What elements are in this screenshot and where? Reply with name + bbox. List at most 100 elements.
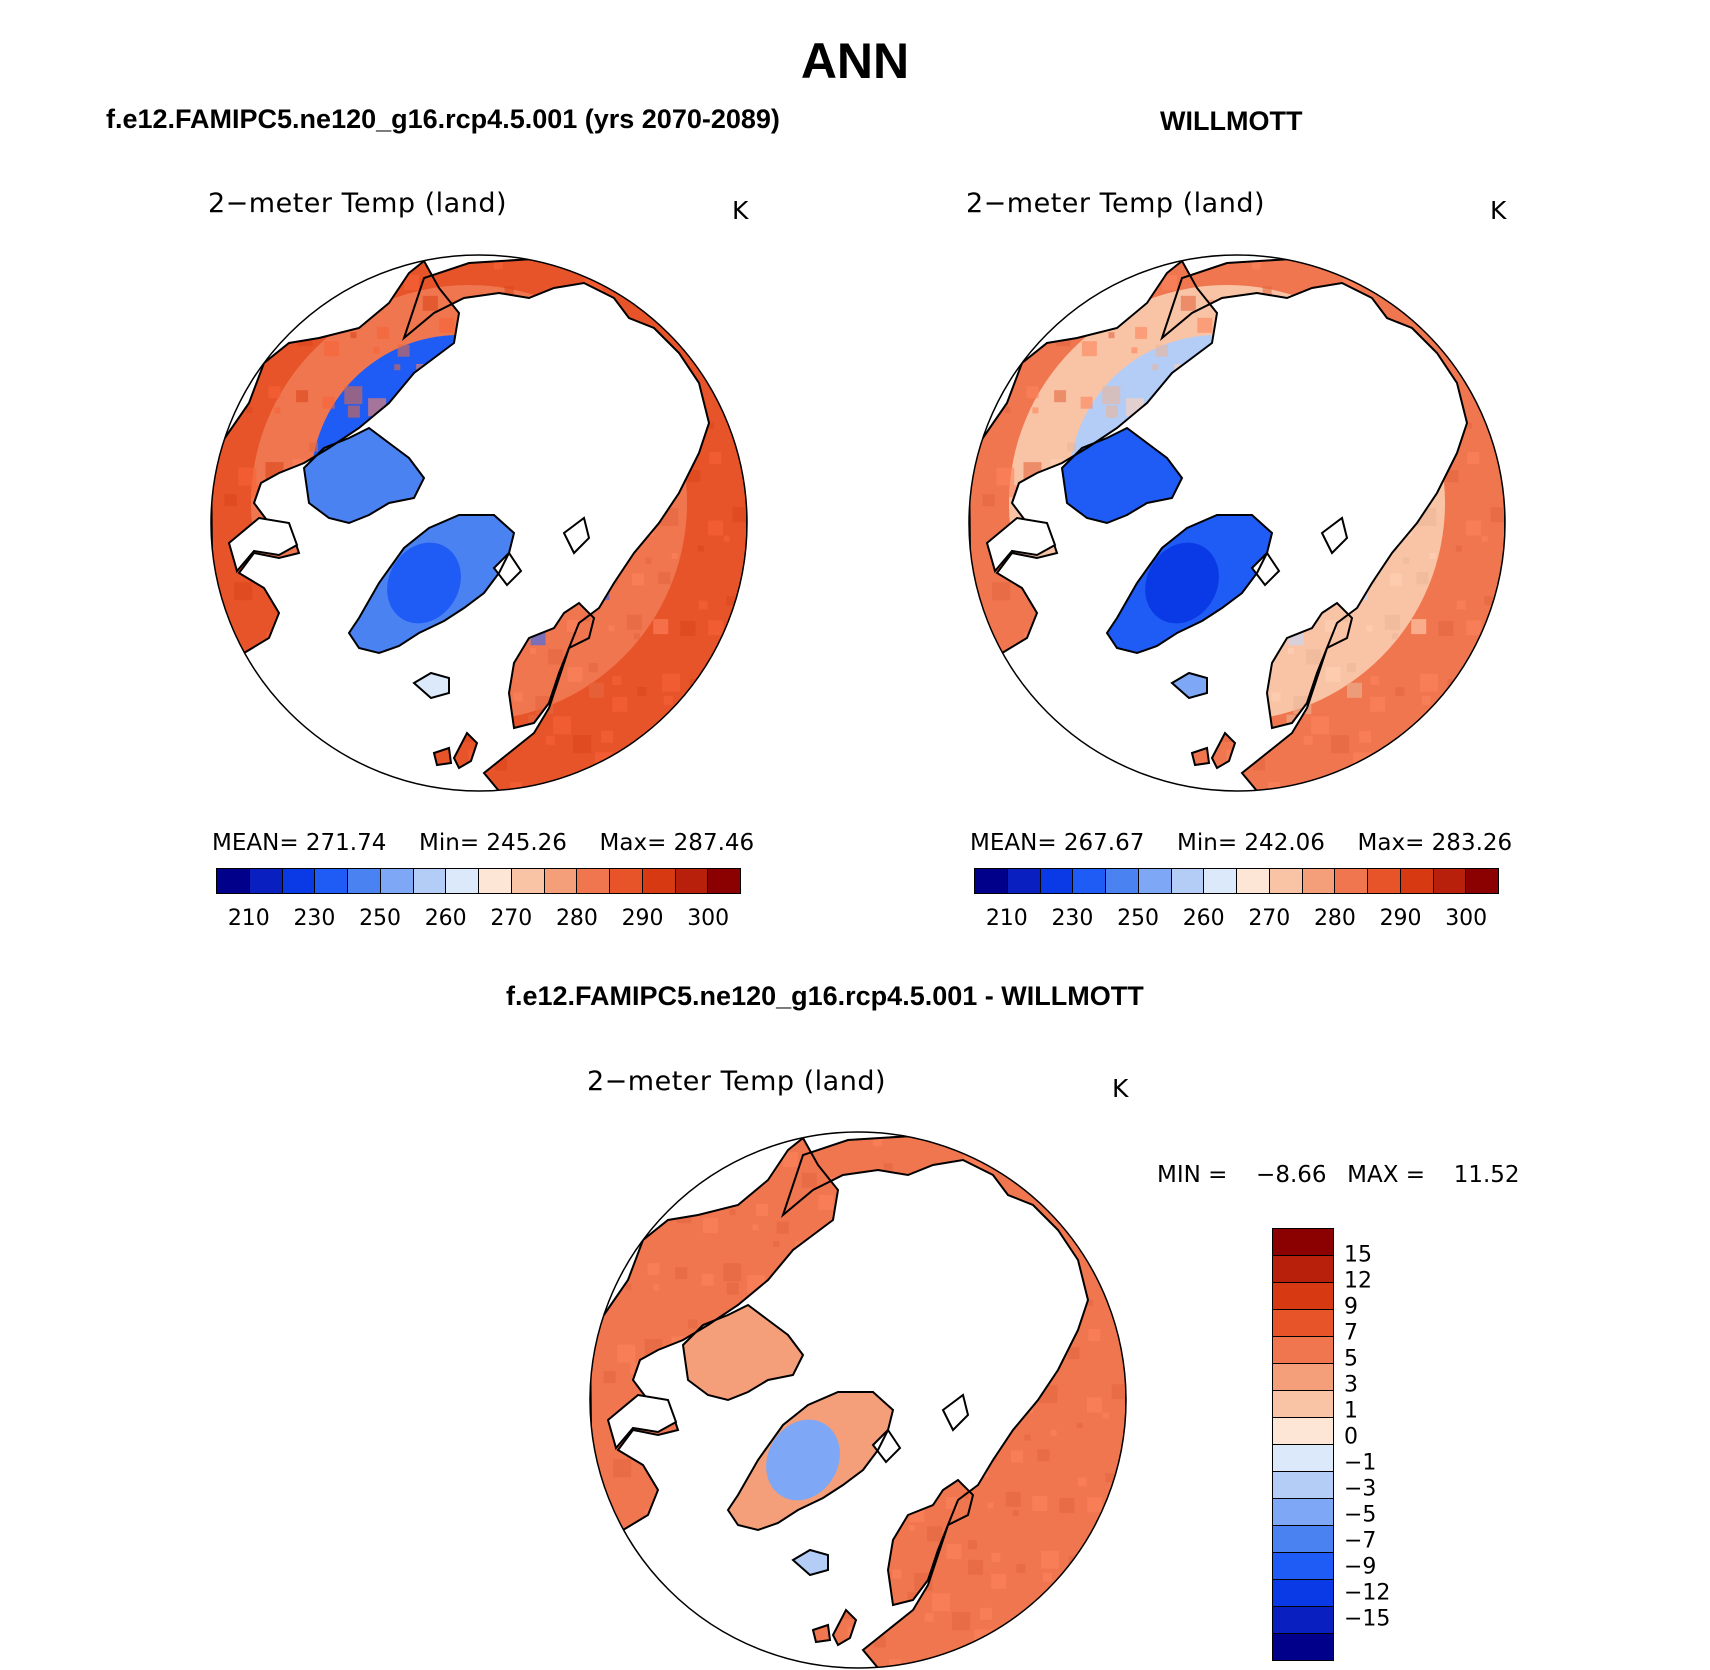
land-texture-cell bbox=[1087, 1397, 1102, 1413]
land-texture-cell bbox=[322, 396, 335, 409]
colorbar-swatch bbox=[642, 869, 676, 893]
land-texture-cell bbox=[1042, 1572, 1052, 1582]
land-texture-cell bbox=[504, 286, 514, 296]
colorbar-tick-label: 300 bbox=[687, 906, 730, 931]
land-texture-cell bbox=[553, 716, 572, 735]
colorbar-tick-label: 0 bbox=[1344, 1424, 1358, 1450]
colorbar-tick-label: 3 bbox=[1344, 1372, 1358, 1398]
map-boundary bbox=[589, 1131, 1127, 1669]
land-texture-cell bbox=[1271, 692, 1281, 702]
land-texture-cell bbox=[963, 1492, 970, 1499]
colorbar-swatch bbox=[1273, 1634, 1333, 1660]
land-texture-cell bbox=[1391, 633, 1398, 640]
model-colorbar bbox=[216, 868, 741, 894]
diff-panel-label: 2−meter Temp (land) bbox=[587, 1066, 886, 1097]
coastline-britain bbox=[831, 1608, 858, 1647]
land-texture-cell bbox=[1040, 1550, 1059, 1569]
colorbar-tick-label: 300 bbox=[1445, 906, 1488, 931]
land-texture-cell bbox=[296, 390, 309, 403]
colorbar-swatch bbox=[1106, 869, 1139, 893]
obs-title: WILLMOTT bbox=[1160, 106, 1303, 136]
diff-colorbar bbox=[1272, 1228, 1334, 1661]
coastline-iceland bbox=[1170, 671, 1208, 700]
coastline-svalbard bbox=[1250, 551, 1281, 587]
land-texture-cell bbox=[987, 1502, 994, 1509]
land-texture-cell bbox=[663, 695, 673, 705]
land-texture-cell bbox=[1077, 1477, 1087, 1487]
land-texture-cell bbox=[601, 730, 614, 743]
diff-max-label: MAX = bbox=[1347, 1162, 1426, 1188]
iceland bbox=[1172, 673, 1207, 698]
coastline-novaya bbox=[1320, 516, 1349, 555]
land-texture-cell bbox=[1105, 1473, 1115, 1483]
land-texture-cell bbox=[1267, 782, 1280, 791]
land-texture-cell bbox=[1037, 1449, 1050, 1462]
diff-title: f.e12.FAMIPC5.ne120_g16.rcp4.5.001 - WIL… bbox=[506, 981, 1144, 1011]
coastline-svalbard bbox=[492, 551, 523, 587]
colorbar-tick-label: 5 bbox=[1344, 1346, 1358, 1372]
greenland-core bbox=[1145, 542, 1219, 624]
colorbar-swatch bbox=[610, 869, 643, 893]
coastline-novaya bbox=[562, 516, 591, 555]
colorbar-swatch bbox=[1273, 1283, 1333, 1310]
colorbar-swatch bbox=[544, 869, 578, 893]
land-texture-cell bbox=[1155, 344, 1168, 357]
land-texture-cell bbox=[952, 1612, 971, 1631]
land-texture-cell bbox=[1102, 1412, 1109, 1419]
hudson-bay bbox=[227, 516, 299, 574]
land-texture-cell bbox=[1455, 545, 1462, 552]
land-texture-cell bbox=[1419, 673, 1438, 692]
land-texture-cell bbox=[752, 1224, 759, 1231]
coastline-novaya bbox=[941, 1393, 970, 1432]
colorbar-swatch bbox=[413, 869, 447, 893]
land-texture-cell bbox=[658, 572, 671, 585]
obs-stats: MEAN= 267.67 Min= 242.06 Max= 283.26 bbox=[970, 830, 1512, 856]
land-texture-cell bbox=[653, 1284, 660, 1291]
land-texture-cell bbox=[1197, 317, 1213, 333]
colorbar-tick-label: 290 bbox=[621, 906, 664, 931]
obs-units-label: K bbox=[1490, 196, 1507, 225]
colorbar-swatch bbox=[249, 869, 283, 893]
land-texture-cell bbox=[1162, 275, 1177, 291]
land-texture-cell bbox=[908, 1525, 915, 1531]
land-texture-cell bbox=[992, 582, 1011, 601]
land-texture-cell bbox=[509, 782, 522, 791]
coastline-britain bbox=[1210, 731, 1237, 770]
land-texture-cell bbox=[991, 1553, 1001, 1563]
coastline-ireland bbox=[811, 1623, 832, 1644]
land-texture-cell bbox=[872, 1137, 882, 1147]
land-texture-cell bbox=[344, 386, 363, 405]
colorbar-tick-label: −1 bbox=[1344, 1450, 1377, 1476]
coastline-archipelago bbox=[1060, 426, 1184, 525]
land-texture-cell bbox=[1370, 676, 1380, 686]
land-texture-cell bbox=[675, 1267, 688, 1280]
land-texture-cell bbox=[612, 676, 622, 686]
land-texture-cell bbox=[545, 735, 555, 745]
land-texture-cell bbox=[234, 582, 253, 601]
diff-polar-map bbox=[589, 1131, 1127, 1669]
land-texture-cell bbox=[404, 275, 419, 291]
coastline-iceland bbox=[412, 671, 450, 700]
diff-stats: MIN = −8.66 MAX = 11.52 bbox=[1157, 1162, 1520, 1188]
obs-min-label: Min= bbox=[1177, 830, 1238, 856]
land-texture-cell bbox=[1370, 696, 1386, 712]
model-stats: MEAN= 271.74 Min= 245.26 Max= 287.46 bbox=[212, 830, 754, 856]
land-texture-cell bbox=[1059, 1498, 1075, 1513]
arctic-archipelago bbox=[304, 428, 424, 523]
land-texture-cell bbox=[548, 649, 564, 665]
land-texture-cell bbox=[1325, 666, 1341, 682]
land-texture-cell bbox=[698, 600, 708, 610]
colorbar-swatch bbox=[1273, 1607, 1333, 1634]
land-texture-cell bbox=[708, 422, 714, 429]
hudson-bay bbox=[606, 1393, 678, 1451]
coastline-archipelago bbox=[681, 1303, 805, 1402]
model-units-label: K bbox=[732, 196, 749, 225]
land-texture-cell bbox=[1135, 326, 1148, 339]
colorbar-tick-label: 260 bbox=[1182, 906, 1225, 931]
colorbar-tick-label: −5 bbox=[1344, 1502, 1377, 1528]
colorbar-swatch bbox=[1273, 1472, 1333, 1499]
colorbar-swatch bbox=[1466, 869, 1498, 893]
obs-colorbar bbox=[974, 868, 1499, 894]
obs-mean-value: 267.67 bbox=[1063, 830, 1145, 856]
land-texture-cell bbox=[513, 692, 523, 702]
